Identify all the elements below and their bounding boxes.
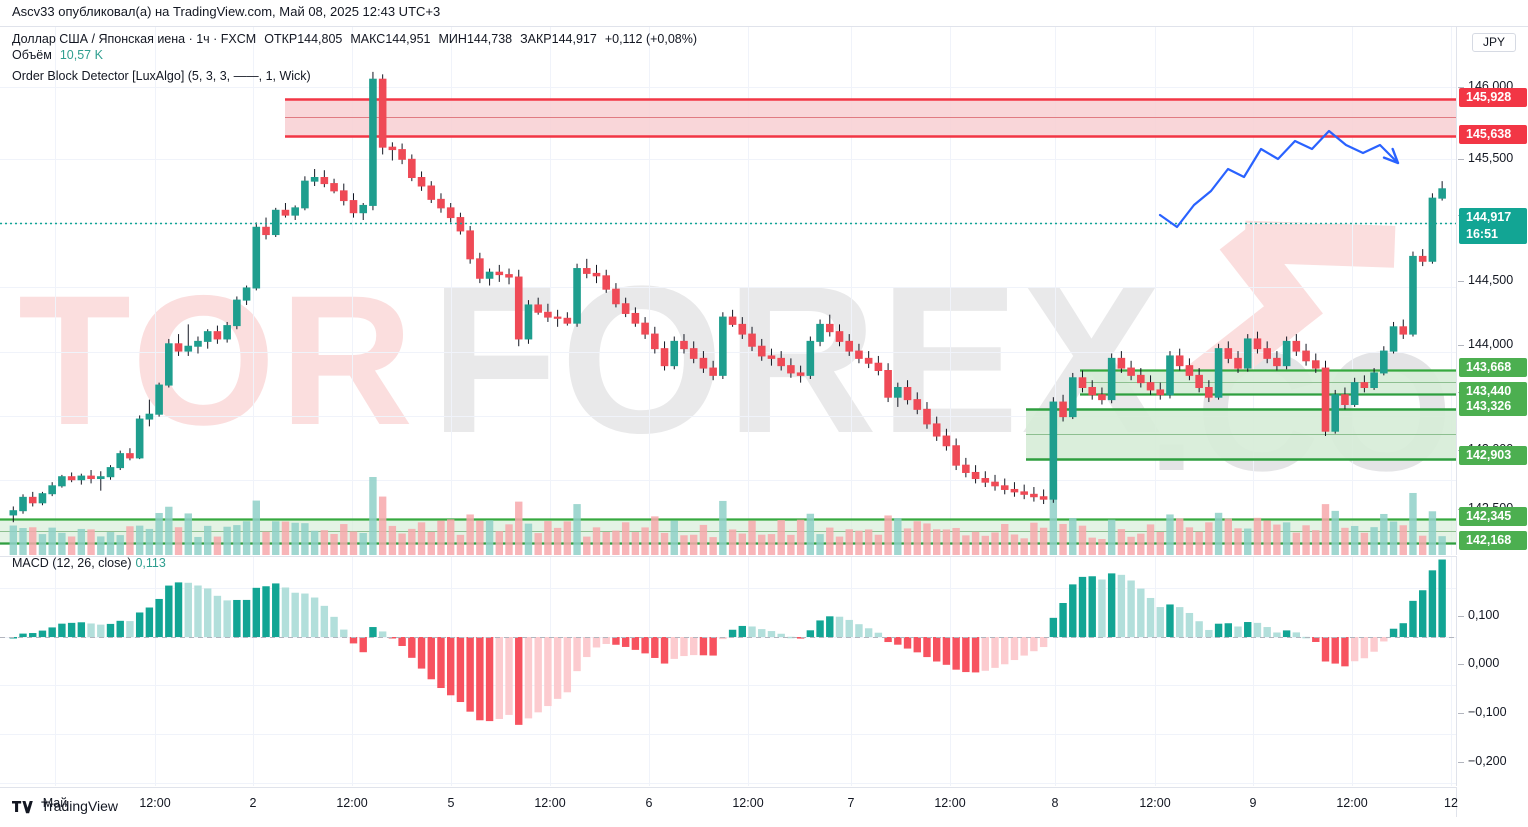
volume-bars — [9, 477, 1446, 555]
time-tick: 2 — [249, 796, 257, 810]
time-scale[interactable]: Май 12:00 2 12:00 5 12:00 6 12:00 7 12:00 8 12:00 9 1… — [0, 787, 1458, 817]
macd-legend-label: MACD (12, 26, close) — [12, 556, 132, 570]
price-tick-line — [1458, 345, 1464, 346]
order-block-price-pill[interactable]: 143,668 — [1459, 358, 1527, 377]
legend-volume-label: Объём — [12, 48, 52, 62]
legend-open-value: 144,805 — [297, 32, 343, 46]
order-block-price-pill[interactable]: 142,345 — [1459, 507, 1527, 526]
macd-legend-value: 0,113 — [135, 556, 166, 570]
macd-tick-line — [1458, 664, 1464, 665]
legend-close-label: ЗАКР — [520, 32, 552, 46]
macd-tick: −0,200 — [1468, 754, 1507, 768]
chart-legend: Доллар США / Японская иена · 1ч · FXCM ОТ… — [0, 27, 1528, 84]
order-block-bullish-3 — [0, 518, 1456, 545]
legend-symbol-row[interactable]: Доллар США / Японская иена · 1ч · FXCM ОТ… — [0, 31, 1528, 47]
macd-tick: 0,000 — [1468, 656, 1500, 670]
legend-indicator-name: Order Block Detector [LuxAlgo] (5, 3, 3,… — [12, 69, 311, 83]
legend-volume-row[interactable]: Объём 10,57 K — [0, 47, 1528, 63]
price-tick: 144,000 — [1468, 337, 1514, 351]
order-block-price-pill[interactable]: 145,928 — [1459, 88, 1527, 107]
attribution-line: Ascv33 опубликовал(а) на TradingView.com… — [12, 4, 441, 19]
time-tick: 12:00 — [534, 796, 566, 810]
time-tick: 7 — [847, 796, 855, 810]
time-tick: 12:00 — [732, 796, 764, 810]
last-price-value: 144,917 — [1466, 210, 1512, 224]
time-tick: 12:00 — [139, 796, 171, 810]
order-block-bullish-1 — [1080, 369, 1456, 396]
chart-frame: TOR FOREX .COM — [0, 26, 1528, 817]
macd-tick-line — [1458, 713, 1464, 714]
legend-high-label: МАКС — [350, 32, 386, 46]
order-block-price-pill[interactable]: 143,440 — [1459, 382, 1527, 401]
legend-close-value: 144,917 — [551, 32, 597, 46]
macd-legend: MACD (12, 26, close) 0,113 — [0, 556, 166, 571]
price-tick-line — [1458, 87, 1464, 88]
tradingview-logo-icon — [12, 800, 33, 813]
macd-scale[interactable]: 0,100 0,000 −0,100 −0,200 — [1458, 556, 1528, 786]
order-block-price-pill[interactable]: 143,326 — [1459, 397, 1527, 416]
legend-symbol: Доллар США / Японская иена · 1ч · FXCM — [12, 32, 257, 46]
time-tick: 6 — [645, 796, 653, 810]
price-plot-area[interactable]: TOR FOREX .COM — [0, 27, 1457, 555]
macd-tick-line — [1458, 762, 1464, 763]
time-tick: 12:00 — [934, 796, 966, 810]
order-block-price-pill[interactable]: 145,638 — [1459, 125, 1527, 144]
macd-pane[interactable]: MACD (12, 26, close) 0,113 — [0, 556, 1457, 786]
macd-grid-vertical — [55, 557, 1452, 786]
macd-tick: 0,100 — [1468, 608, 1500, 622]
price-tick-line — [1458, 281, 1464, 282]
macd-canvas — [0, 557, 1456, 786]
time-tick: 12 — [1444, 796, 1458, 810]
order-block-price-pill[interactable]: 142,903 — [1459, 446, 1527, 465]
last-price-pill[interactable]: 144,917 16:51 — [1459, 208, 1527, 244]
legend-high-value: 144,951 — [385, 32, 431, 46]
legend-low-value: 144,738 — [466, 32, 513, 46]
footer-brand: TradingView — [41, 798, 119, 814]
time-tick: 8 — [1051, 796, 1059, 810]
time-tick: 12:00 — [336, 796, 368, 810]
price-tick: 145,500 — [1468, 151, 1514, 165]
time-tick: 12:00 — [1336, 796, 1368, 810]
price-scale[interactable]: JPY 146,000145,500145,000144,500144,0001… — [1458, 27, 1528, 555]
order-block-bullish-2 — [1026, 408, 1456, 461]
price-chart-canvas — [0, 27, 1456, 555]
grid-horizontal — [0, 87, 1456, 545]
time-tick: 9 — [1249, 796, 1257, 810]
macd-tick-line — [1458, 616, 1464, 617]
legend-low-label: МИН — [438, 32, 467, 46]
legend-volume-value: 10,57 K — [59, 48, 103, 62]
time-tick: 5 — [447, 796, 455, 810]
legend-change: +0,112 (+0,08%) — [604, 32, 698, 46]
legend-open-label: ОТКР — [264, 32, 298, 46]
footer: TradingView — [12, 798, 118, 814]
legend-indicator-row[interactable]: Order Block Detector [LuxAlgo] (5, 3, 3,… — [0, 68, 1528, 84]
time-tick: Май — [42, 796, 68, 810]
macd-tick: −0,100 — [1468, 705, 1507, 719]
macd-grid-horizontal — [0, 588, 1456, 784]
candlestick-series — [9, 71, 1446, 523]
time-tick: 12:00 — [1139, 796, 1171, 810]
order-block-bearish — [285, 98, 1456, 138]
forecast-arrow — [1158, 129, 1400, 229]
price-tick: 144,500 — [1468, 273, 1514, 287]
price-tick-line — [1458, 159, 1464, 160]
last-price-countdown: 16:51 — [1466, 227, 1498, 241]
macd-histogram — [9, 559, 1446, 725]
currency-badge[interactable]: JPY — [1472, 33, 1516, 52]
order-block-price-pill[interactable]: 142,168 — [1459, 531, 1527, 550]
